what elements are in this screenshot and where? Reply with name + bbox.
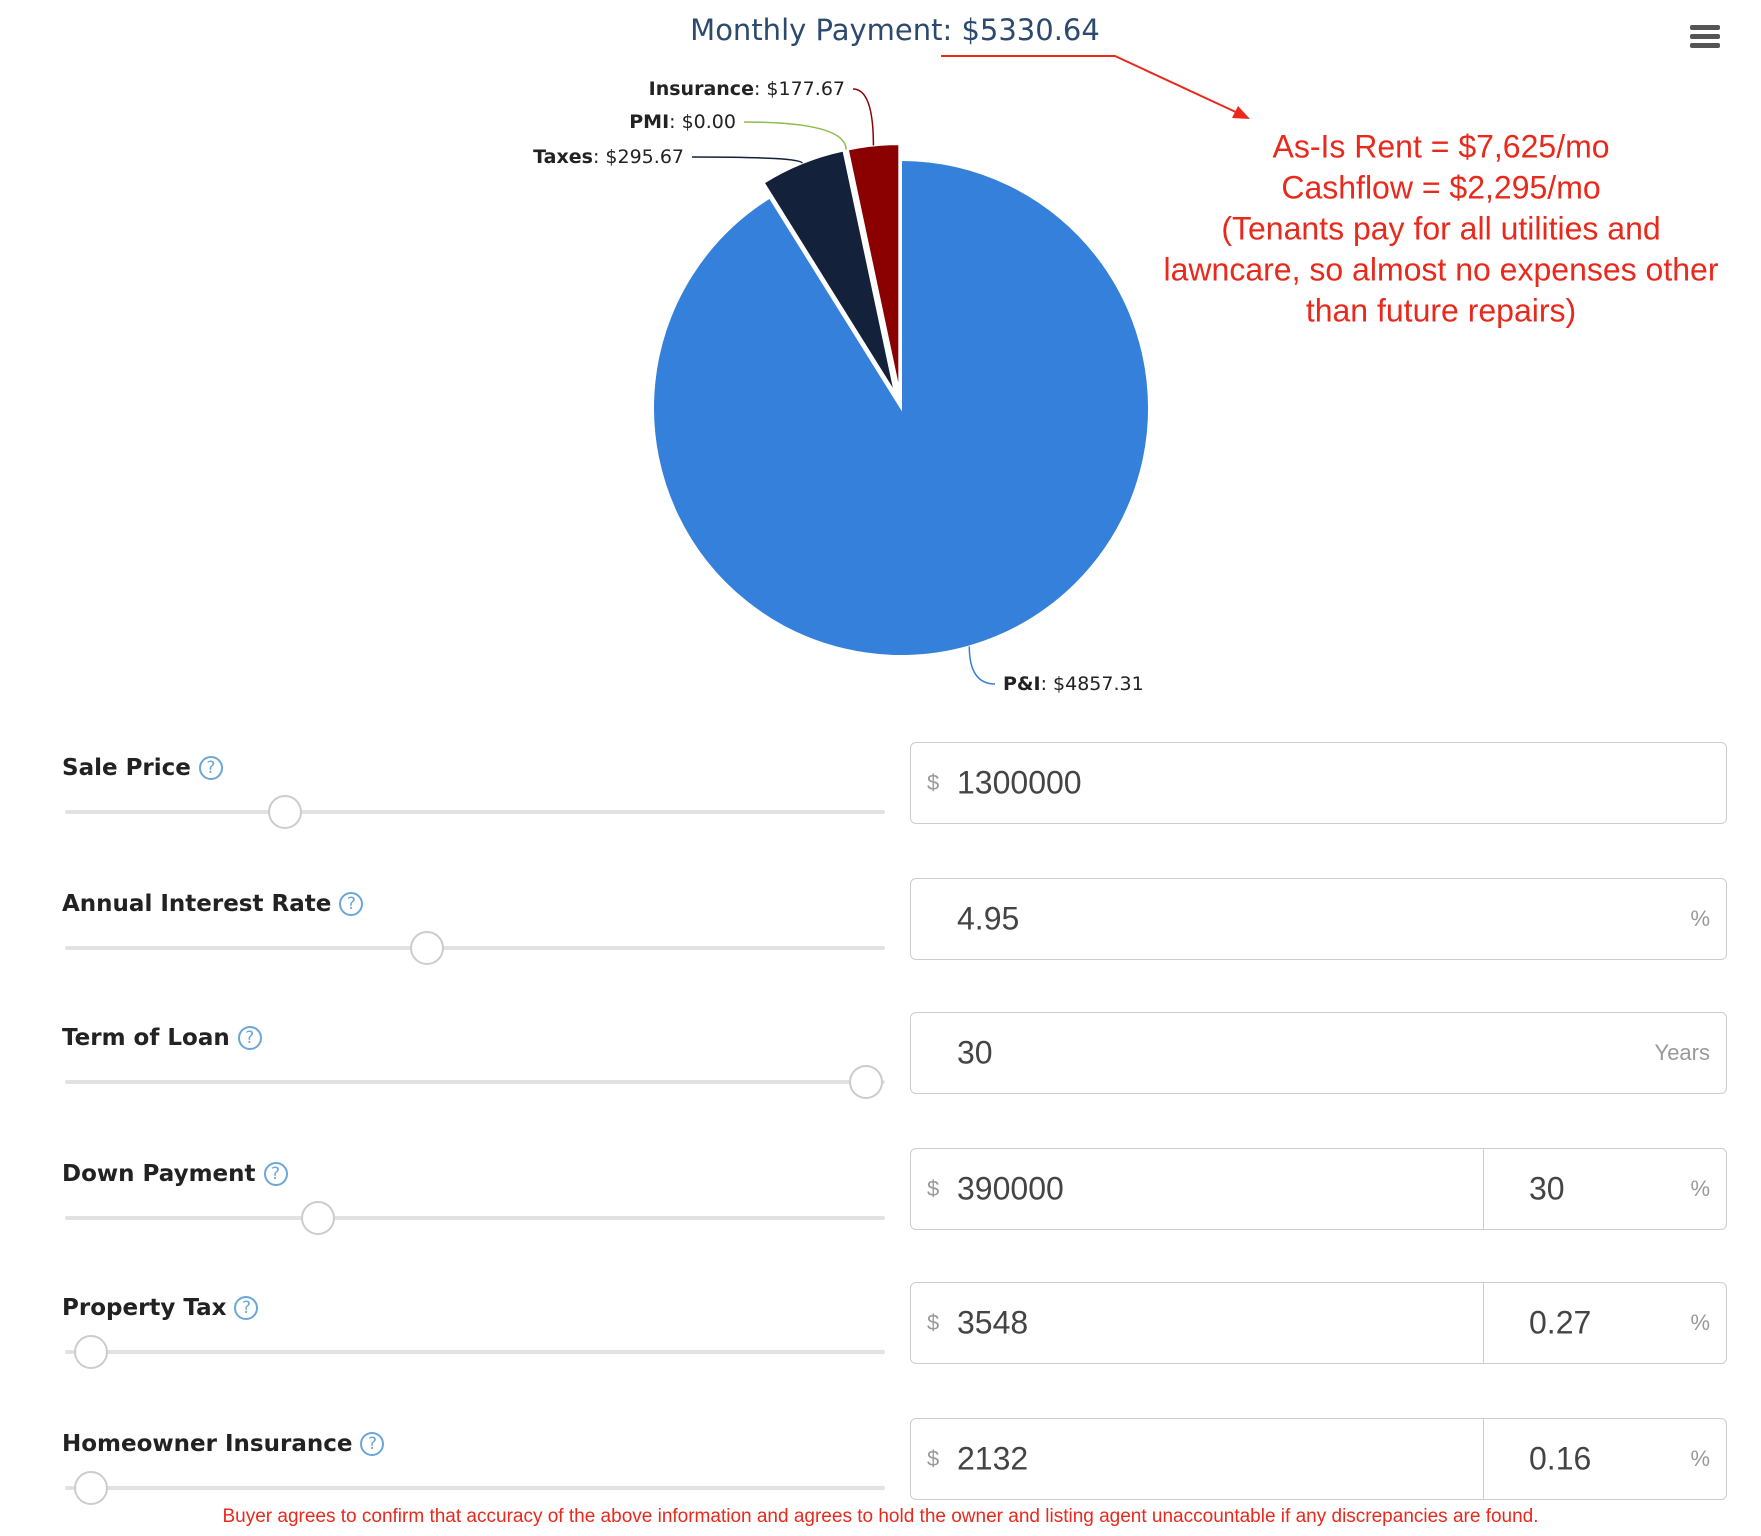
input-box[interactable]: 30 Years xyxy=(910,1012,1727,1094)
input-box[interactable]: 4.95% xyxy=(910,878,1727,960)
menu-icon[interactable] xyxy=(1690,25,1720,48)
data-label: P&I: $4857.31 xyxy=(1003,673,1144,695)
annotation-line: (Tenants pay for all utilities and xyxy=(1221,210,1660,246)
help-icon[interactable]: ? xyxy=(234,1296,259,1320)
help-icon[interactable]: ? xyxy=(198,756,223,780)
pie-slice xyxy=(652,158,1150,657)
annotation-line: Cashflow = $2,295/mo xyxy=(1281,169,1600,205)
label-text: Property Tax xyxy=(62,1295,227,1321)
input-value: 4.95 xyxy=(957,900,1020,937)
label-separator: : xyxy=(1041,673,1053,695)
label-name: Insurance xyxy=(649,78,754,100)
label-text: Term of Loan xyxy=(62,1025,230,1051)
label-text: Homeowner Insurance xyxy=(62,1431,353,1457)
help-icon[interactable]: ? xyxy=(360,1432,385,1456)
input-divider xyxy=(1483,1149,1484,1229)
chart-title: Monthly Payment: $5330.64 xyxy=(690,13,1100,47)
input-value: 1300000 xyxy=(957,764,1082,801)
label-text: Down Payment xyxy=(62,1161,256,1187)
data-label: Insurance: $177.67 xyxy=(649,78,845,100)
label-separator: : xyxy=(593,146,605,168)
input-prefix: $ xyxy=(927,1446,940,1471)
slider-track xyxy=(65,1216,885,1220)
field-label: Down Payment? xyxy=(62,1161,288,1187)
input-prefix: $ xyxy=(927,1176,940,1201)
label-value: $295.67 xyxy=(605,146,684,168)
label-separator: : xyxy=(754,78,766,100)
input-value: 390000 xyxy=(957,1170,1064,1207)
input-box[interactable]: $1300000 xyxy=(910,742,1727,824)
help-icon[interactable]: ? xyxy=(237,1026,262,1050)
pie-slice xyxy=(845,149,899,393)
slider-knob[interactable] xyxy=(74,1471,108,1505)
input-box[interactable]: $390000 30% xyxy=(910,1148,1727,1230)
annotation-line: As-Is Rent = $7,625/mo xyxy=(1272,128,1609,164)
pie-slice xyxy=(846,143,901,393)
slider-track xyxy=(65,1486,885,1490)
label-name: Taxes xyxy=(533,146,593,168)
input-suffix: % xyxy=(1690,1176,1710,1201)
help-icon[interactable]: ? xyxy=(263,1162,288,1186)
connector xyxy=(968,646,996,685)
input-prefix: $ xyxy=(927,770,940,795)
input-suffix: % xyxy=(1690,1446,1710,1471)
slider-knob[interactable] xyxy=(268,795,302,829)
input-divider xyxy=(1483,1419,1484,1499)
arrow xyxy=(941,55,1241,115)
field-label: Term of Loan? xyxy=(62,1025,262,1051)
disclaimer: Buyer agrees to confirm that accuracy of… xyxy=(222,1506,1539,1527)
slider-track xyxy=(65,946,885,950)
label-value: $177.67 xyxy=(766,78,845,100)
input-suffix: % xyxy=(1690,1310,1710,1335)
slider-track xyxy=(65,1080,885,1084)
slider-knob[interactable] xyxy=(410,931,444,965)
arrow-head xyxy=(1232,106,1250,119)
slider-knob[interactable] xyxy=(301,1201,335,1235)
field-label: Property Tax? xyxy=(62,1295,259,1321)
percent-value: 0.16 xyxy=(1529,1440,1592,1477)
connector xyxy=(743,121,847,150)
data-label: Taxes: $295.67 xyxy=(533,146,684,168)
input-suffix: % xyxy=(1690,906,1710,931)
slider-track xyxy=(65,810,885,814)
input-value: 30 xyxy=(957,1034,993,1071)
percent-value: 30 xyxy=(1529,1170,1565,1207)
field-label: Sale Price? xyxy=(62,755,223,781)
data-label: PMI: $0.00 xyxy=(629,111,736,133)
help-icon[interactable]: ? xyxy=(339,892,364,916)
label-separator: : xyxy=(669,111,681,133)
pie-slice xyxy=(762,149,896,394)
slider-knob[interactable] xyxy=(849,1065,883,1099)
annotation-line: lawncare, so almost no expenses other xyxy=(1164,251,1719,287)
input-prefix: $ xyxy=(927,1310,940,1335)
input-box[interactable]: $2132 0.16% xyxy=(910,1418,1727,1500)
input-divider xyxy=(1483,1283,1484,1363)
label-value: $0.00 xyxy=(682,111,736,133)
percent-value: 0.27 xyxy=(1529,1304,1592,1341)
input-box[interactable]: $3548 0.27% xyxy=(910,1282,1727,1364)
slider-track xyxy=(65,1350,885,1354)
label-value: $4857.31 xyxy=(1053,673,1144,695)
connector xyxy=(852,88,875,146)
field-label: Annual Interest Rate? xyxy=(62,891,364,917)
label-name: P&I xyxy=(1003,673,1041,695)
field-label: Homeowner Insurance? xyxy=(62,1431,385,1457)
label-name: PMI xyxy=(629,111,669,133)
input-value: 3548 xyxy=(957,1304,1029,1341)
annotation-line: than future repairs) xyxy=(1306,292,1576,328)
input-suffix: Years xyxy=(1654,1040,1710,1065)
connector xyxy=(691,156,803,164)
label-text: Annual Interest Rate xyxy=(62,891,332,917)
input-value: 2132 xyxy=(957,1440,1029,1477)
slider-knob[interactable] xyxy=(74,1335,108,1369)
label-text: Sale Price xyxy=(62,755,191,781)
